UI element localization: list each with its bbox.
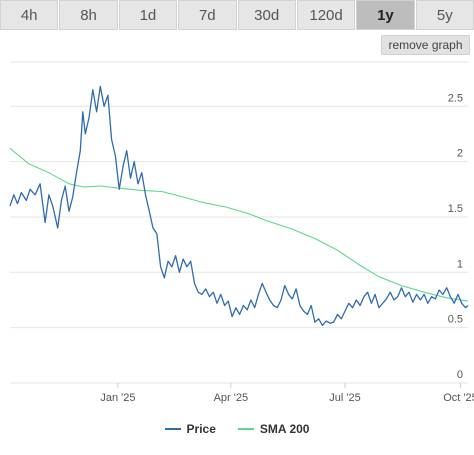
y-tick-label: 0	[457, 369, 463, 381]
price-swatch-icon	[164, 428, 181, 430]
tab-1y[interactable]: 1y	[356, 0, 415, 30]
sma-200-series-line	[9, 147, 469, 302]
x-axis: Jan '25 Apr '25 Jul '25 Oct '25	[100, 383, 474, 404]
y-tick-label: 1.5	[448, 203, 463, 215]
legend-item-price[interactable]: Price	[164, 422, 216, 436]
x-tick-label: Jan '25	[100, 392, 135, 404]
tab-4h[interactable]: 4h	[0, 0, 59, 30]
legend-label-price: Price	[186, 422, 216, 436]
legend-label-sma-200: SMA 200	[259, 422, 310, 436]
timeframe-tabs: 4h 8h 1d 7d 30d 120d 1y 5y	[0, 0, 474, 30]
sma-swatch-icon	[237, 428, 254, 430]
y-tick-label: 0.5	[448, 314, 463, 326]
legend-item-sma-200[interactable]: SMA 200	[237, 422, 310, 436]
chart-series	[9, 85, 469, 327]
x-tick-label: Oct '25	[443, 392, 474, 404]
x-tick-label: Apr '25	[214, 392, 249, 404]
price-series-line	[9, 85, 469, 327]
y-axis: 0 0.5 1 1.5 2 2.5	[448, 92, 463, 381]
tab-30d[interactable]: 30d	[237, 0, 296, 30]
chart-grid	[10, 61, 468, 384]
tab-8h[interactable]: 8h	[59, 0, 118, 30]
tab-1d[interactable]: 1d	[118, 0, 178, 30]
y-tick-label: 2.5	[448, 92, 463, 104]
y-tick-label: 1	[457, 258, 463, 270]
x-tick-label: Jul '25	[329, 392, 360, 404]
tab-7d[interactable]: 7d	[178, 0, 237, 30]
y-tick-label: 2	[457, 148, 463, 160]
remove-graph-button[interactable]: remove graph	[381, 35, 470, 55]
tab-120d[interactable]: 120d	[296, 0, 356, 30]
tab-5y[interactable]: 5y	[415, 0, 474, 30]
chart-legend: Price SMA 200	[0, 418, 474, 440]
